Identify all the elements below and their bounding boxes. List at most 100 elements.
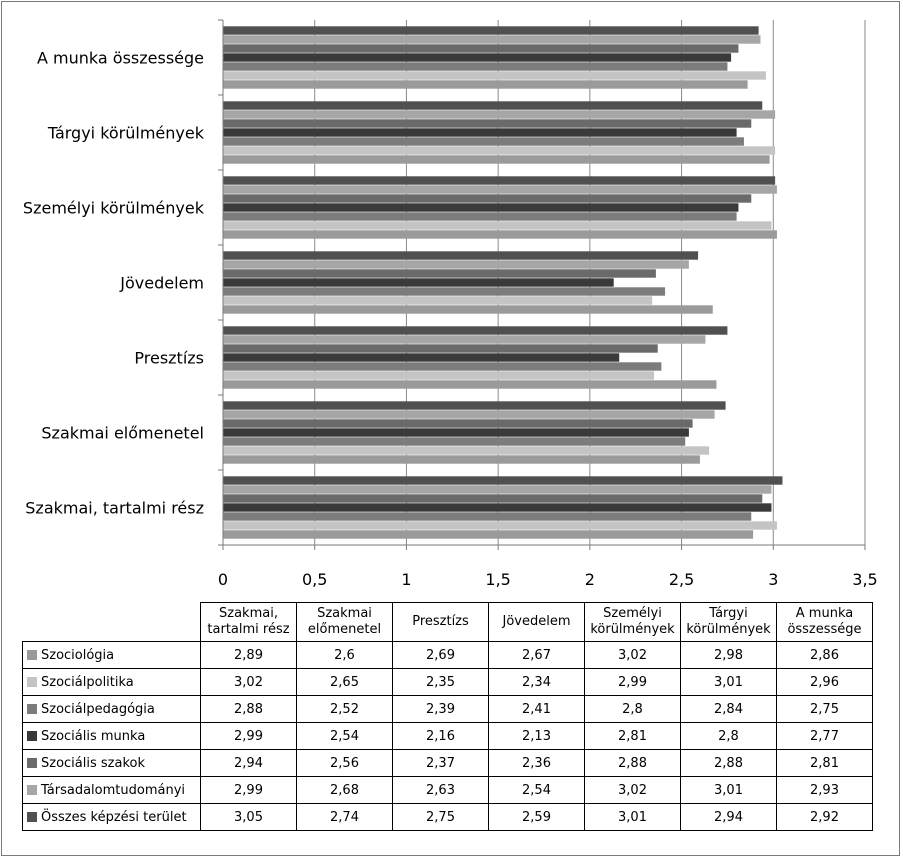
data-label: 2,36 <box>488 749 585 777</box>
legend-label: Szociálpolitika <box>41 674 134 690</box>
data-label: 2,99 <box>200 722 297 750</box>
x-tick-label: 3 <box>768 570 778 589</box>
bar <box>223 278 614 287</box>
bar <box>223 371 655 380</box>
table-row: Szociálpedagógia 2,88 2,52 2,39 2,41 2,8 2,84 2… <box>22 695 873 723</box>
data-label: 2,88 <box>200 695 297 723</box>
bar <box>223 137 744 146</box>
bar <box>223 146 776 155</box>
data-label: 2,54 <box>488 776 585 804</box>
legend-swatch <box>27 649 37 660</box>
bar <box>223 494 763 503</box>
axes <box>218 19 866 550</box>
data-label: 2,69 <box>392 641 489 669</box>
legend-entry: Társadalomtudományi <box>22 776 201 804</box>
data-label: 2,94 <box>680 803 777 831</box>
table-header-cell: Presztízs <box>392 602 489 642</box>
table-row: Szociálpolitika 3,02 2,65 2,35 2,34 2,99 3,01 2… <box>22 668 873 696</box>
data-label: 2,98 <box>680 641 777 669</box>
category-label: Tárgyi körülmények <box>47 124 205 143</box>
data-label: 2,39 <box>392 695 489 723</box>
bar <box>223 212 737 221</box>
category-label: Személyi körülmények <box>23 199 205 218</box>
bar <box>223 296 653 305</box>
table-header-cell: Szakmai előmenetel <box>296 602 393 642</box>
bar <box>223 185 777 194</box>
bar <box>223 119 752 128</box>
table-header-cell: Személyi körülmények <box>584 602 681 642</box>
data-label: 2,74 <box>296 803 393 831</box>
data-label: 2,34 <box>488 668 585 696</box>
legend-entry: Szociológia <box>22 641 201 669</box>
bar <box>223 62 728 71</box>
data-label: 3,01 <box>680 668 777 696</box>
legend-label: Társadalomtudományi <box>41 782 186 798</box>
table-row: Szociológia 2,89 2,6 2,69 2,67 3,02 2,98 2,86 <box>22 641 873 669</box>
bar <box>223 80 748 89</box>
category-labels: Szakmai, tartalmi rész Szakmai előmenetel… <box>23 49 205 518</box>
data-label: 2,56 <box>296 749 393 777</box>
data-label: 2,52 <box>296 695 393 723</box>
bar <box>223 251 699 260</box>
table-header-cell: Szakmai, tartalmi rész <box>200 602 297 642</box>
bar <box>223 362 662 371</box>
bar <box>223 530 754 539</box>
data-label: 3,01 <box>680 776 777 804</box>
bar <box>223 101 763 110</box>
data-label: 2,68 <box>296 776 393 804</box>
table-row: Társadalomtudományi 2,99 2,68 2,63 2,54 3,02 3… <box>22 776 873 804</box>
x-tick-label: 1 <box>401 570 411 589</box>
data-label: 2,92 <box>776 803 873 831</box>
legend-entry: Szociális szakok <box>22 749 201 777</box>
data-label: 2,8 <box>584 695 681 723</box>
bar <box>223 176 776 185</box>
bar <box>223 203 739 212</box>
bar <box>223 26 759 35</box>
data-label: 3,01 <box>584 803 681 831</box>
bar <box>223 446 710 455</box>
bar <box>223 305 713 314</box>
table-row: Szociális szakok 2,94 2,56 2,37 2,36 2,88 2,88… <box>22 749 873 777</box>
bar <box>223 44 739 53</box>
bars <box>223 26 783 539</box>
bar <box>223 230 777 239</box>
legend-label: Szociális szakok <box>41 755 145 771</box>
legend-entry: Szociális munka <box>22 722 201 750</box>
table-header-cell: A munka összessége <box>776 602 873 642</box>
bar <box>223 71 766 80</box>
table-row: Szociális munka 2,99 2,54 2,16 2,13 2,81 2,8 2,… <box>22 722 873 750</box>
bar <box>223 476 783 485</box>
bar <box>223 353 620 362</box>
data-label: 2,37 <box>392 749 489 777</box>
table-corner <box>22 602 201 642</box>
x-tick-label: 1,5 <box>485 570 510 589</box>
bar <box>223 155 770 164</box>
category-label: Presztízs <box>134 349 204 368</box>
table-header-cell: Tárgyi körülmények <box>680 602 777 642</box>
data-label: 2,6 <box>296 641 393 669</box>
data-label: 3,02 <box>200 668 297 696</box>
data-label: 2,63 <box>392 776 489 804</box>
data-label: 3,02 <box>584 641 681 669</box>
data-label: 2,41 <box>488 695 585 723</box>
category-label: Jövedelem <box>119 274 204 293</box>
data-label: 2,75 <box>392 803 489 831</box>
data-label: 2,88 <box>584 749 681 777</box>
x-tick-label: 0,5 <box>302 570 327 589</box>
data-label: 2,93 <box>776 776 873 804</box>
bar <box>223 128 737 137</box>
data-label: 2,89 <box>200 641 297 669</box>
legend-label: Szociálpedagógia <box>41 701 155 717</box>
table-row: Összes képzési terület 3,05 2,74 2,75 2,59 3,… <box>22 803 873 831</box>
category-label: Szakmai előmenetel <box>41 424 204 443</box>
data-label: 2,54 <box>296 722 393 750</box>
bar <box>223 35 761 44</box>
bar <box>223 194 752 203</box>
data-label: 2,94 <box>200 749 297 777</box>
data-label: 2,77 <box>776 722 873 750</box>
data-label: 2,84 <box>680 695 777 723</box>
legend-label: Összes képzési terület <box>41 809 187 825</box>
data-label: 2,81 <box>584 722 681 750</box>
table-header-cell: Jövedelem <box>488 602 585 642</box>
category-label: Szakmai, tartalmi rész <box>25 499 204 518</box>
